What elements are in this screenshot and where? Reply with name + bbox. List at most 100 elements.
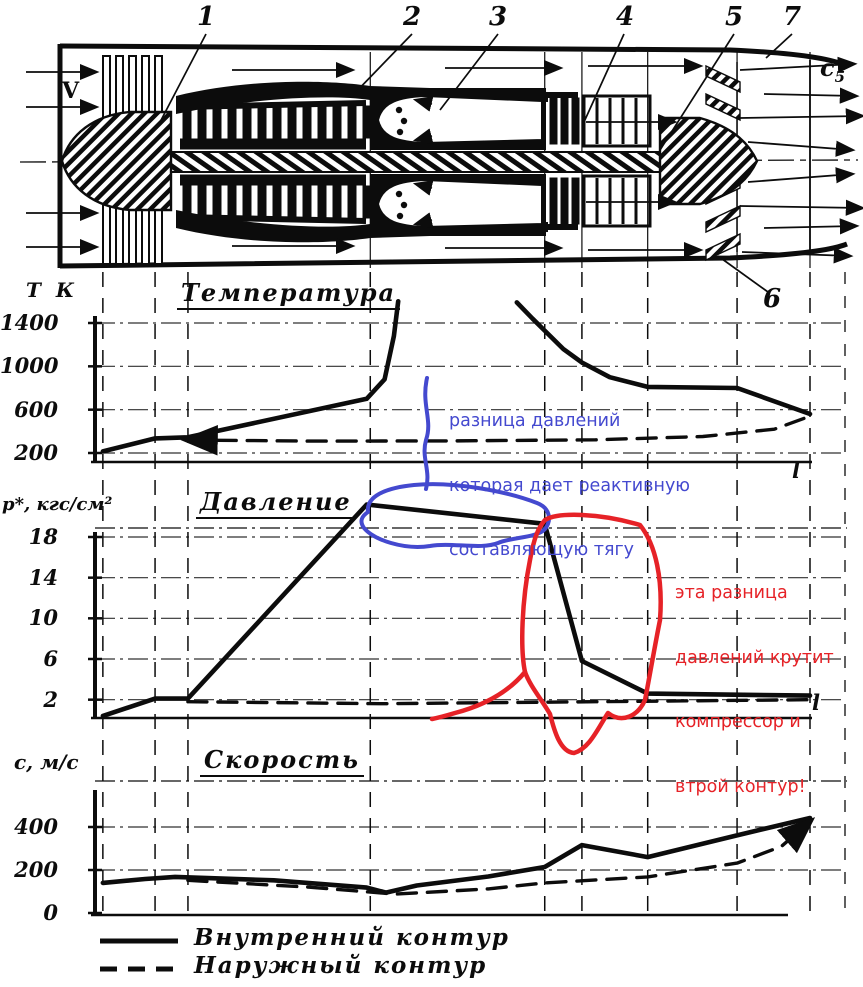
flow-arrow-15 [747,140,856,157]
flow-arrow-18 [763,218,860,235]
compressor-blade-bottom [182,185,192,219]
compressor-blade-top [317,105,327,139]
red-note-line-3: компрессор и [675,712,801,732]
flow-arrow-14 [739,108,863,125]
pressure-tick-label-10: 10 [28,605,58,631]
blue-note-line-2: которая дает реактивную [449,475,691,496]
pressure-tick-label-6: 6 [43,646,58,671]
blue-circle-annotation [359,482,551,549]
part-label-3: 3 [489,2,508,32]
red-note-line-4: втрой контур! [675,776,806,797]
temperature-x-axis-label: l [792,458,800,483]
compressor-blade-bottom [347,185,357,219]
temperature-title: Температура [177,281,401,310]
exit-velocity-label: c5 [820,56,845,85]
turbine-blade-bottom [560,177,569,225]
tail-cone [658,116,759,206]
annotation-shapes [359,376,663,756]
part-leader-lines [157,33,793,293]
velocity-series-solid-0 [100,815,813,895]
compressor-blade-top [212,105,222,139]
flow-arrows [26,56,863,264]
part-label-1: 1 [197,2,216,32]
temperature-tick-label-1000: 1000 [0,353,59,379]
velocity-chart [88,780,847,917]
red-note-line-2: давлений крутит [675,647,834,668]
part-label-4: 4 [616,2,635,32]
pressure-tick-label-18: 18 [28,524,58,549]
compressor-blade-top [362,105,372,139]
temperature-tick-label-200: 200 [14,440,58,465]
exit-velocity-base: c [820,53,835,82]
flame-stabilizer-top [705,64,741,94]
shaft [165,151,663,173]
combustor [370,88,546,236]
part-label-2: 2 [403,2,422,32]
turbine-blade-bottom [571,177,580,225]
temperature-tick-label-600: 600 [14,396,58,422]
red-annotation-text: эта разница давлений крутит компрессор и… [675,540,834,841]
nacelle-top [59,43,849,69]
red-circle-annotation [520,512,663,756]
part-label-5: 5 [725,2,744,32]
compressor-blade-top [287,105,297,139]
blue-annotation-text: разница давлений которая дает реактивную… [449,368,690,605]
inlet-velocity-label: V [62,78,80,104]
compressor-blade-top [197,105,207,139]
flame-stabilizer-bottom [705,204,741,234]
red-note-line-1: эта разница [675,583,788,603]
compressor-blade-bottom [332,185,342,219]
legend-label-outer-contour: Наружный контур [194,952,488,979]
spinner-cone [60,110,173,212]
compressor-blade-bottom [317,185,327,219]
exit-velocity-sub: 5 [834,67,846,86]
red-annotation-tail [429,669,528,722]
turbine-blade-top [560,97,569,145]
temperature-chart [88,298,845,464]
compressor-blade-top [272,105,282,139]
engine-schematic [19,33,863,293]
compressor-blade-top [242,105,252,139]
flow-arrow-16 [747,167,856,184]
compressor-blade-top [227,105,237,139]
pressure-tick-label-2: 2 [43,686,58,712]
compressor-blade-top [182,105,192,139]
compressor-blade-top [257,105,267,139]
temperature-tick-label-1400: 1400 [0,310,59,335]
compressor-blade-bottom [272,185,282,219]
temperature-y-axis-label: Т К [26,278,79,302]
turbine-blade-bottom [549,177,558,225]
temperature-series-dashed-0 [180,414,812,456]
blue-connector-squiggle [422,376,431,491]
turbine-blade-top [571,97,580,145]
compressor-blade-bottom [242,185,252,219]
compressor-blade-bottom [362,185,372,219]
velocity-series-dashed-0 [186,817,816,896]
flow-arrow-17 [739,199,863,216]
velocity-y-axis-label: с, м/с [14,750,79,774]
compressor-blade-bottom [302,185,312,219]
compressor-blade-bottom [257,185,267,219]
pressure-y-axis-label: p*, кгс/см² [2,494,113,515]
pressure-x-axis-label: l [812,690,820,715]
compressor-blade-bottom [227,185,237,219]
temperature-series-solid-1 [514,300,813,417]
flame-stabilizer-bottom [705,232,741,262]
blue-note-line-3: составляющую тягу [449,540,635,560]
part-label-6: 6 [763,284,782,314]
flow-arrow-12 [739,56,858,73]
velocity-tick-label-0: 0 [43,900,58,925]
compressor-blade-top [332,105,342,139]
compressor-blade-bottom [197,185,207,219]
flow-arrow-19 [741,247,854,264]
velocity-title: Скорость [200,748,364,777]
temperature-series-solid-0 [100,298,401,454]
velocity-tick-label-200: 200 [14,857,58,882]
blue-note-line-1: разница давлений [449,411,621,431]
compressor-blade-top [347,105,357,139]
nacelle-bottom [59,241,848,269]
compressor-blade-bottom [287,185,297,219]
fuel-injector-dots [395,106,408,220]
